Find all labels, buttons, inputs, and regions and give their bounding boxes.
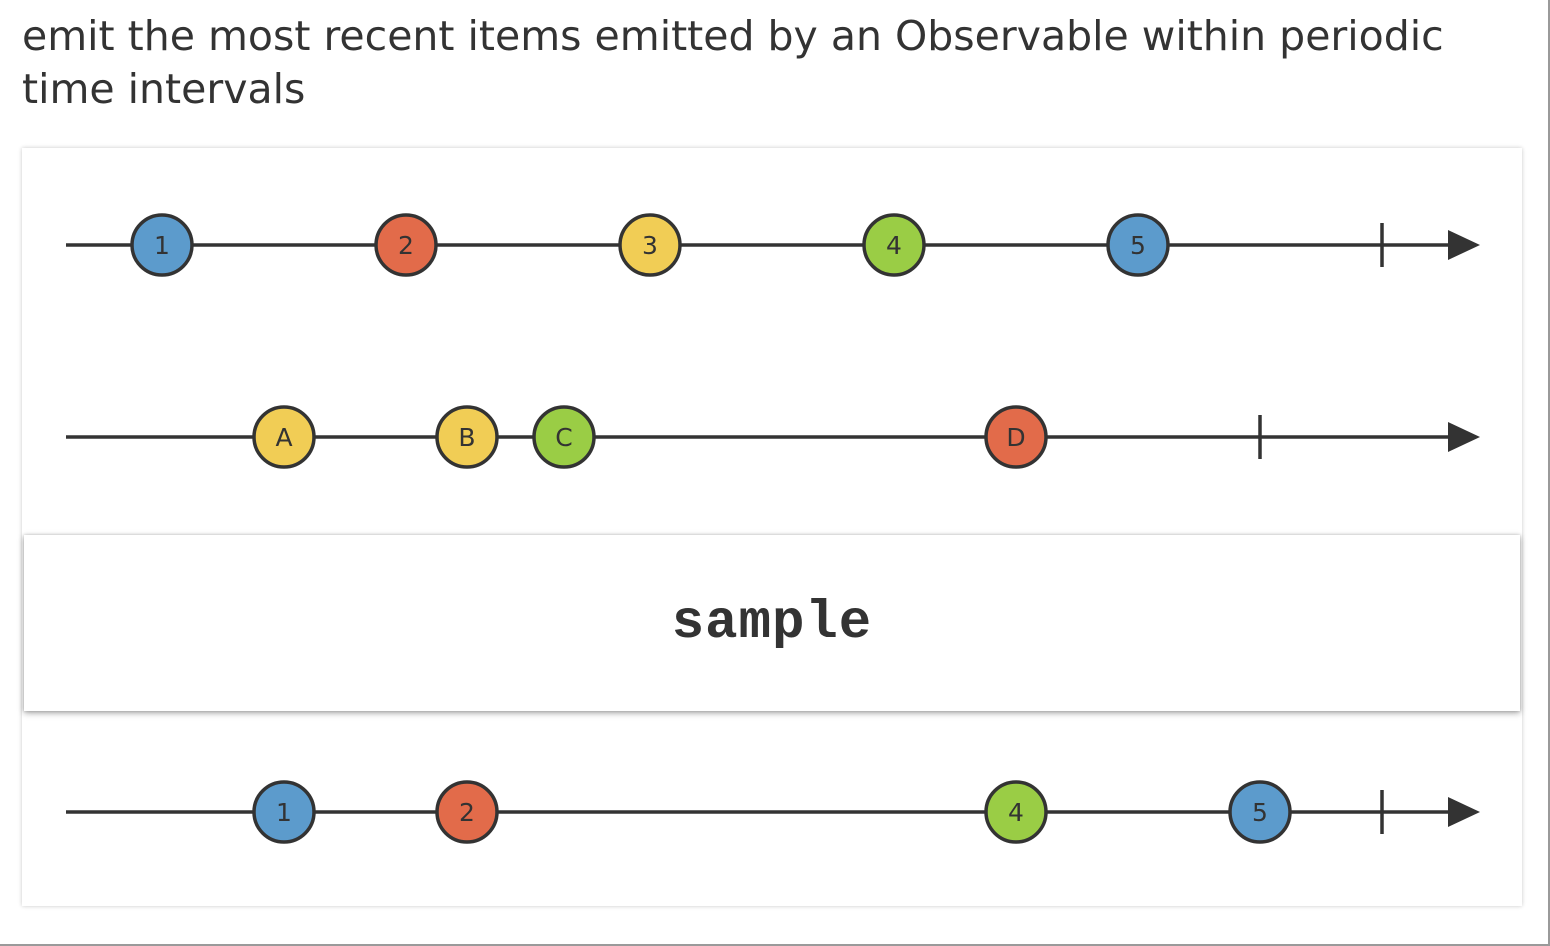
marble-label: 3 xyxy=(642,231,658,260)
marble-a: A xyxy=(252,405,316,469)
marble-diagram-card xyxy=(22,148,1522,906)
marble-4: 4 xyxy=(984,780,1048,844)
timeline-sampler: A B C D xyxy=(66,405,1480,469)
marble-label: 5 xyxy=(1252,798,1268,827)
marble-5: 5 xyxy=(1228,780,1292,844)
marble-c: C xyxy=(532,405,596,469)
marble-2: 2 xyxy=(374,213,438,277)
marble-label: 4 xyxy=(1008,798,1024,827)
marble-circle xyxy=(130,213,194,277)
marble-circle xyxy=(252,780,316,844)
marble-3: 3 xyxy=(618,213,682,277)
marble-circle xyxy=(435,780,499,844)
timeline-arrowhead xyxy=(1448,422,1480,452)
marble-label: 2 xyxy=(398,231,414,260)
marble-circle xyxy=(374,213,438,277)
timeline-source: 1 2 3 4 5 xyxy=(66,213,1480,277)
marble-label: 1 xyxy=(154,231,170,260)
marble-circle xyxy=(252,405,316,469)
marble-circle xyxy=(618,213,682,277)
marble-2: 2 xyxy=(435,780,499,844)
timeline-output: 1 2 4 5 xyxy=(66,780,1480,844)
marble-circle xyxy=(984,405,1048,469)
timeline-arrowhead xyxy=(1448,797,1480,827)
marble-4: 4 xyxy=(862,213,926,277)
marble-label: 5 xyxy=(1130,231,1146,260)
marble-circle xyxy=(862,213,926,277)
marble-circle xyxy=(532,405,596,469)
marble-label: 2 xyxy=(459,798,475,827)
marble-circle xyxy=(1228,780,1292,844)
marble-b: B xyxy=(435,405,499,469)
marble-label: A xyxy=(275,423,292,452)
marble-label: 4 xyxy=(886,231,902,260)
operator-description: emit the most recent items emitted by an… xyxy=(22,12,1444,113)
marble-d: D xyxy=(984,405,1048,469)
marble-circle xyxy=(1106,213,1170,277)
marble-label: D xyxy=(1006,423,1025,452)
marble-label: C xyxy=(555,423,572,452)
marble-label: 1 xyxy=(276,798,292,827)
marble-circle xyxy=(435,405,499,469)
marble-5: 5 xyxy=(1106,213,1170,277)
operator-box: sample xyxy=(24,535,1520,711)
marble-circle xyxy=(984,780,1048,844)
marble-label: B xyxy=(458,423,475,452)
timeline-arrowhead xyxy=(1448,230,1480,260)
marble-1: 1 xyxy=(252,780,316,844)
operator-name: sample xyxy=(671,592,873,654)
marble-1: 1 xyxy=(130,213,194,277)
